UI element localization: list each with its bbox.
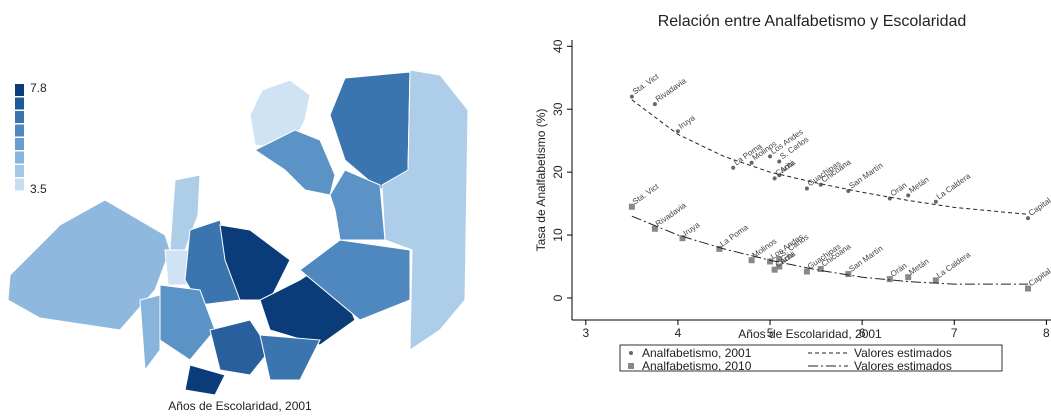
point	[1024, 285, 1031, 292]
region	[254, 129, 336, 196]
point	[804, 186, 809, 191]
y-tick-label: 10	[551, 228, 565, 242]
point	[1025, 216, 1030, 221]
legend-swatch	[15, 151, 24, 164]
legend-min: 3.5	[30, 182, 47, 196]
y-tick-label: 0	[551, 294, 565, 301]
point	[803, 268, 810, 275]
point-label: La Caldera	[935, 250, 973, 280]
legend-label: Valores estimados	[854, 346, 952, 360]
legend	[619, 344, 1003, 372]
point-label: Iruya	[677, 113, 697, 131]
region	[184, 364, 226, 396]
point-label: La Caldera	[935, 171, 973, 201]
point	[776, 263, 783, 270]
point-label: Iruya	[682, 220, 702, 238]
point	[679, 235, 686, 242]
point	[886, 276, 893, 283]
point-label: Capital	[1027, 196, 1051, 218]
point-label: Sta. Vict	[631, 71, 661, 96]
x-tick-label: 6	[859, 326, 866, 340]
point	[933, 199, 938, 204]
point-label: Orán	[889, 181, 909, 199]
x-tick-label: 7	[951, 326, 958, 340]
point-label: Metán	[907, 257, 930, 277]
map	[7, 69, 469, 396]
region	[381, 69, 469, 351]
point	[628, 203, 635, 210]
map-caption: Años de Escolaridad, 2001	[168, 399, 312, 413]
point	[767, 258, 774, 265]
point-label: Capital	[1027, 266, 1051, 288]
point	[675, 129, 680, 134]
point	[777, 173, 782, 178]
point	[777, 159, 782, 164]
point-label: Metán	[907, 175, 930, 195]
legend-swatch	[15, 84, 24, 96]
region	[209, 319, 271, 376]
legend-label: Valores estimados	[854, 359, 952, 373]
point	[817, 266, 824, 273]
region	[329, 71, 411, 191]
legend-swatch	[15, 138, 24, 150]
point	[768, 154, 773, 159]
point	[771, 266, 778, 273]
legend-swatch	[15, 111, 24, 123]
point-label: Rivadavia	[654, 76, 688, 104]
point	[905, 274, 912, 281]
point	[932, 277, 939, 284]
region	[259, 334, 321, 381]
legend-max: 7.8	[30, 81, 47, 95]
y-tick-label: 20	[551, 165, 565, 179]
legend-key	[629, 351, 633, 355]
x-tick-label: 4	[675, 326, 682, 340]
point	[772, 176, 777, 181]
point	[652, 102, 657, 107]
x-tick-label: 8	[1043, 326, 1050, 340]
region	[329, 169, 386, 241]
point	[776, 255, 783, 262]
point-label: Sta. Vict	[631, 182, 661, 207]
point	[629, 94, 634, 99]
map-legend: 7.8 3.5	[15, 81, 47, 196]
point-label: Rivadavia	[654, 201, 688, 229]
point-label: La Poma	[718, 222, 750, 248]
point	[731, 165, 736, 170]
legend-key	[628, 363, 634, 369]
y-axis-label: Tasa de Analfabetismo (%)	[534, 109, 548, 252]
point	[906, 193, 911, 198]
legend-swatch	[15, 124, 24, 137]
point	[748, 257, 755, 264]
region	[184, 219, 241, 306]
x-tick-label: 3	[582, 326, 589, 340]
legend-swatch	[15, 97, 24, 110]
point-label: San Martín	[847, 244, 884, 274]
legend-swatch	[15, 178, 24, 191]
point-label: San Martín	[847, 161, 884, 191]
y-tick-label: 30	[551, 102, 565, 116]
region	[139, 294, 161, 372]
region	[299, 239, 411, 321]
point	[845, 271, 852, 278]
x-tick-label: 5	[767, 326, 774, 340]
y-tick-label: 40	[551, 39, 565, 53]
x-axis-label: Años de Escolaridad, 2001	[738, 327, 882, 341]
point	[716, 245, 723, 252]
point	[651, 225, 658, 232]
legend-label: Analfabetismo, 2010	[642, 359, 752, 373]
region	[7, 199, 171, 331]
point	[749, 160, 754, 165]
point	[818, 182, 823, 187]
legend-label: Analfabetismo, 2001	[642, 346, 752, 360]
legend-swatch	[15, 165, 24, 177]
chart-title: Relación entre Analfabetismo y Escolarid…	[658, 13, 967, 30]
